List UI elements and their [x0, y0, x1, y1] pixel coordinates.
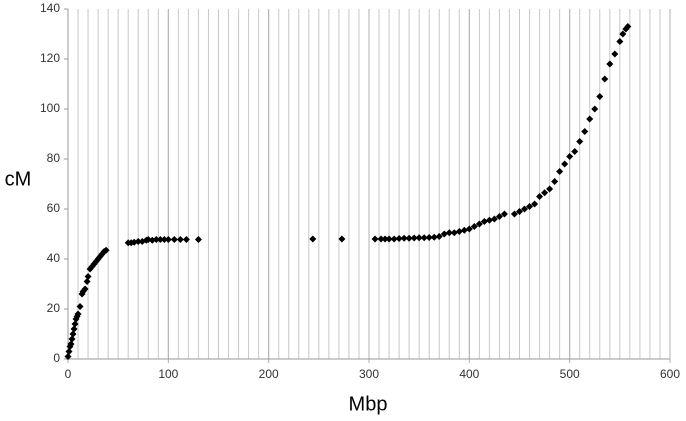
point: [490, 215, 498, 223]
point: [152, 236, 160, 243]
y-tick-label: 20: [47, 301, 61, 315]
point: [601, 75, 609, 83]
point: [194, 236, 202, 243]
point: [624, 23, 632, 30]
y-tick-label: 80: [47, 151, 61, 165]
point: [400, 234, 408, 242]
point: [385, 235, 393, 243]
point: [134, 238, 142, 245]
point: [571, 148, 579, 155]
point: [616, 38, 624, 45]
x-tick-label: 400: [459, 367, 479, 381]
y-tick-label: 60: [47, 201, 61, 215]
point: [475, 220, 483, 228]
point: [371, 235, 379, 243]
y-tick-label: 120: [40, 51, 60, 65]
x-tick-label: 600: [660, 367, 680, 381]
point: [420, 234, 428, 242]
point: [84, 273, 92, 280]
point: [405, 234, 413, 242]
point: [395, 235, 403, 242]
point: [410, 234, 418, 242]
x-tick-label: 300: [359, 367, 379, 381]
x-tick-label: 500: [560, 367, 580, 381]
point: [576, 138, 584, 145]
point: [541, 189, 549, 197]
x-tick-label: 0: [65, 367, 72, 381]
point: [561, 160, 569, 168]
point: [581, 128, 589, 135]
point: [606, 60, 614, 68]
point: [176, 236, 184, 243]
x-axis-title: Mbp: [349, 393, 388, 415]
point: [619, 30, 627, 38]
point: [546, 185, 554, 193]
y-tick-label: 40: [47, 251, 61, 265]
point: [556, 168, 564, 175]
point: [65, 348, 73, 355]
point: [338, 235, 346, 243]
point: [455, 228, 463, 235]
point: [170, 236, 178, 243]
point: [64, 353, 72, 360]
point: [521, 205, 529, 213]
point: [500, 210, 508, 218]
point: [164, 236, 172, 243]
point: [440, 230, 448, 238]
point: [390, 235, 398, 243]
point: [381, 235, 389, 243]
y-tick-label: 0: [53, 351, 60, 365]
point: [76, 303, 84, 310]
point: [495, 213, 503, 220]
x-tick-label: 200: [259, 367, 279, 381]
point: [74, 310, 82, 318]
point: [611, 50, 619, 58]
point: [415, 234, 423, 242]
x-tick-label: 100: [158, 367, 178, 381]
point: [70, 325, 78, 333]
point: [435, 233, 443, 240]
y-tick-label: 100: [40, 101, 60, 115]
y-axis-title: cM: [5, 168, 32, 190]
point: [586, 115, 594, 123]
point: [67, 340, 75, 348]
point: [430, 233, 438, 241]
point: [591, 105, 599, 113]
point: [71, 320, 79, 328]
point: [596, 93, 604, 100]
point: [485, 216, 493, 224]
point: [83, 278, 91, 285]
point: [182, 236, 190, 243]
point: [516, 208, 523, 215]
point: [480, 218, 488, 225]
point: [102, 246, 110, 254]
point: [156, 236, 164, 243]
point: [551, 178, 559, 185]
point: [68, 335, 76, 343]
point: [526, 203, 534, 210]
point: [445, 229, 453, 237]
y-tick-label: 140: [40, 1, 60, 15]
point: [377, 235, 385, 243]
point: [510, 210, 518, 218]
point: [460, 226, 468, 234]
point: [450, 229, 458, 237]
point: [81, 285, 89, 293]
point: [160, 236, 168, 243]
point: [531, 200, 539, 208]
point: [465, 225, 473, 233]
point: [566, 153, 574, 160]
point: [69, 330, 77, 338]
point: [470, 223, 478, 230]
point: [309, 235, 317, 243]
point: [425, 234, 433, 241]
point: [536, 193, 544, 200]
